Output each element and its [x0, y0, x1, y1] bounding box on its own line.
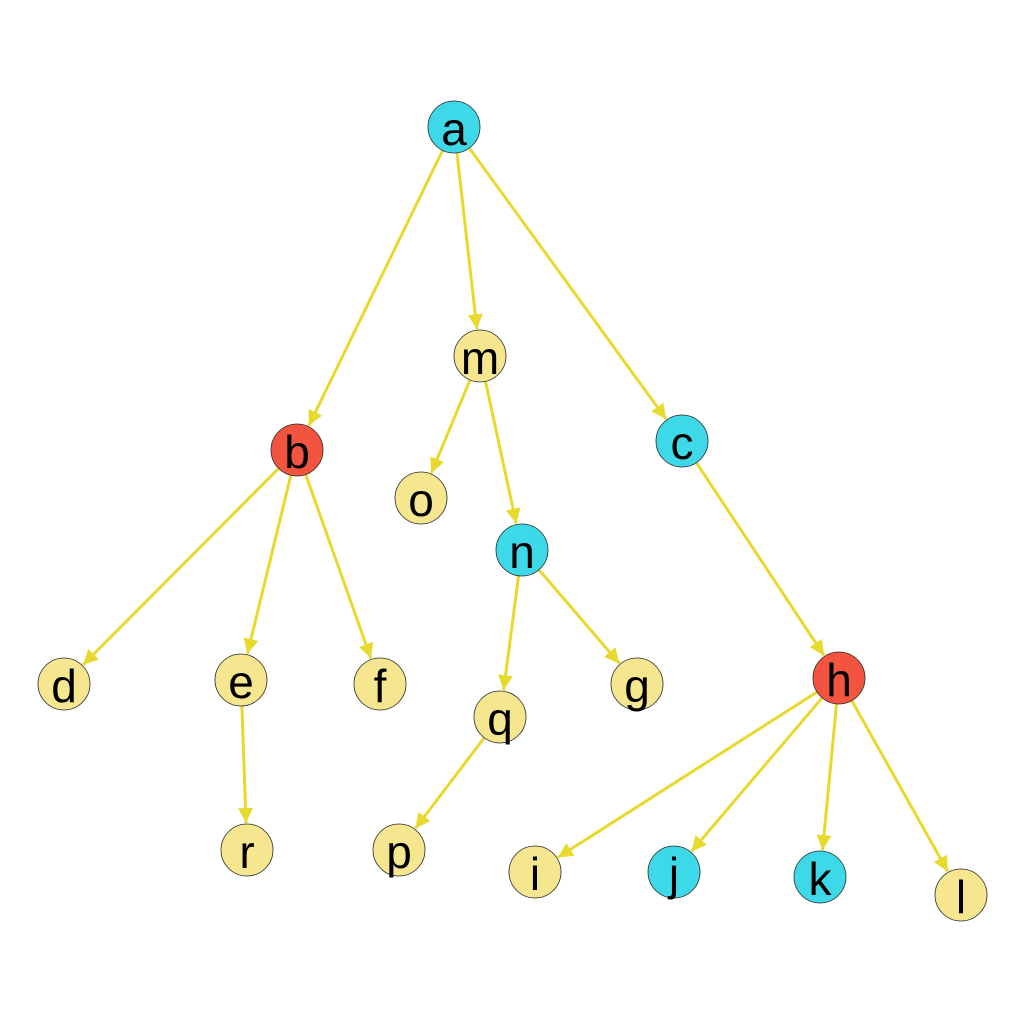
node-circle-i — [508, 845, 562, 899]
node-i[interactable]: i — [508, 845, 562, 900]
edge-a-b — [307, 149, 444, 427]
edge-a-m — [455, 152, 483, 330]
edge-h-l — [850, 699, 950, 873]
node-g[interactable]: g — [610, 657, 664, 712]
edge-layer — [81, 147, 950, 873]
node-p[interactable]: p — [372, 823, 426, 878]
node-k[interactable]: k — [793, 850, 847, 905]
node-circle-r — [220, 823, 274, 877]
node-label-d: d — [51, 660, 77, 712]
node-circle-a — [427, 100, 481, 154]
node-label-g: g — [624, 660, 650, 712]
edge-b-f — [304, 474, 374, 660]
node-circle-n — [495, 523, 549, 577]
node-f[interactable]: f — [353, 657, 407, 712]
node-d[interactable]: d — [37, 657, 91, 712]
node-a[interactable]: a — [427, 100, 481, 155]
node-circle-o — [394, 471, 448, 525]
node-l[interactable]: l — [934, 868, 988, 923]
node-circle-m — [453, 329, 507, 383]
node-label-f: f — [374, 660, 387, 712]
node-circle-q — [473, 690, 527, 744]
node-label-p: p — [386, 826, 412, 878]
node-circle-j — [647, 845, 701, 899]
edge-m-o — [429, 379, 472, 474]
node-label-h: h — [826, 654, 852, 706]
node-circle-e — [214, 653, 268, 707]
edge-q-p — [414, 736, 486, 830]
node-circle-g — [610, 657, 664, 711]
edge-n-g — [537, 568, 621, 665]
node-layer: a b c m o n d e f r q g p h i j k l — [37, 100, 988, 923]
edge-a-c — [468, 147, 668, 421]
node-circle-c — [655, 414, 709, 468]
node-q[interactable]: q — [473, 690, 527, 745]
node-label-e: e — [228, 656, 254, 708]
node-circle-d — [37, 657, 91, 711]
edge-h-j — [690, 696, 824, 853]
edge-h-i — [556, 690, 818, 859]
node-j[interactable]: j — [647, 845, 701, 900]
edge-b-d — [81, 467, 280, 666]
node-label-c: c — [671, 417, 694, 469]
node-circle-p — [372, 823, 426, 877]
node-label-m: m — [461, 332, 499, 384]
node-label-r: r — [239, 826, 254, 878]
node-label-a: a — [441, 103, 467, 155]
node-r[interactable]: r — [220, 823, 274, 878]
edge-c-h — [695, 461, 826, 657]
node-label-i: i — [530, 848, 540, 900]
edge-m-n — [484, 381, 521, 524]
node-circle-l — [934, 868, 988, 922]
node-b[interactable]: b — [270, 423, 324, 478]
node-e[interactable]: e — [214, 653, 268, 708]
node-c[interactable]: c — [655, 414, 709, 469]
node-label-n: n — [509, 526, 535, 578]
node-label-l: l — [956, 871, 966, 923]
node-label-q: q — [487, 693, 513, 745]
edge-e-r — [238, 705, 254, 824]
node-label-b: b — [284, 426, 310, 478]
node-label-o: o — [408, 474, 434, 526]
node-n[interactable]: n — [495, 523, 549, 578]
node-circle-f — [353, 657, 407, 711]
node-m[interactable]: m — [453, 329, 507, 384]
node-circle-b — [270, 423, 324, 477]
node-h[interactable]: h — [812, 651, 866, 706]
node-circle-k — [793, 850, 847, 904]
edge-h-k — [816, 703, 839, 851]
node-label-k: k — [809, 853, 833, 905]
node-label-j: j — [667, 848, 679, 900]
edge-b-e — [243, 474, 293, 655]
node-circle-h — [812, 651, 866, 705]
edge-n-q — [498, 575, 521, 691]
node-o[interactable]: o — [394, 471, 448, 526]
